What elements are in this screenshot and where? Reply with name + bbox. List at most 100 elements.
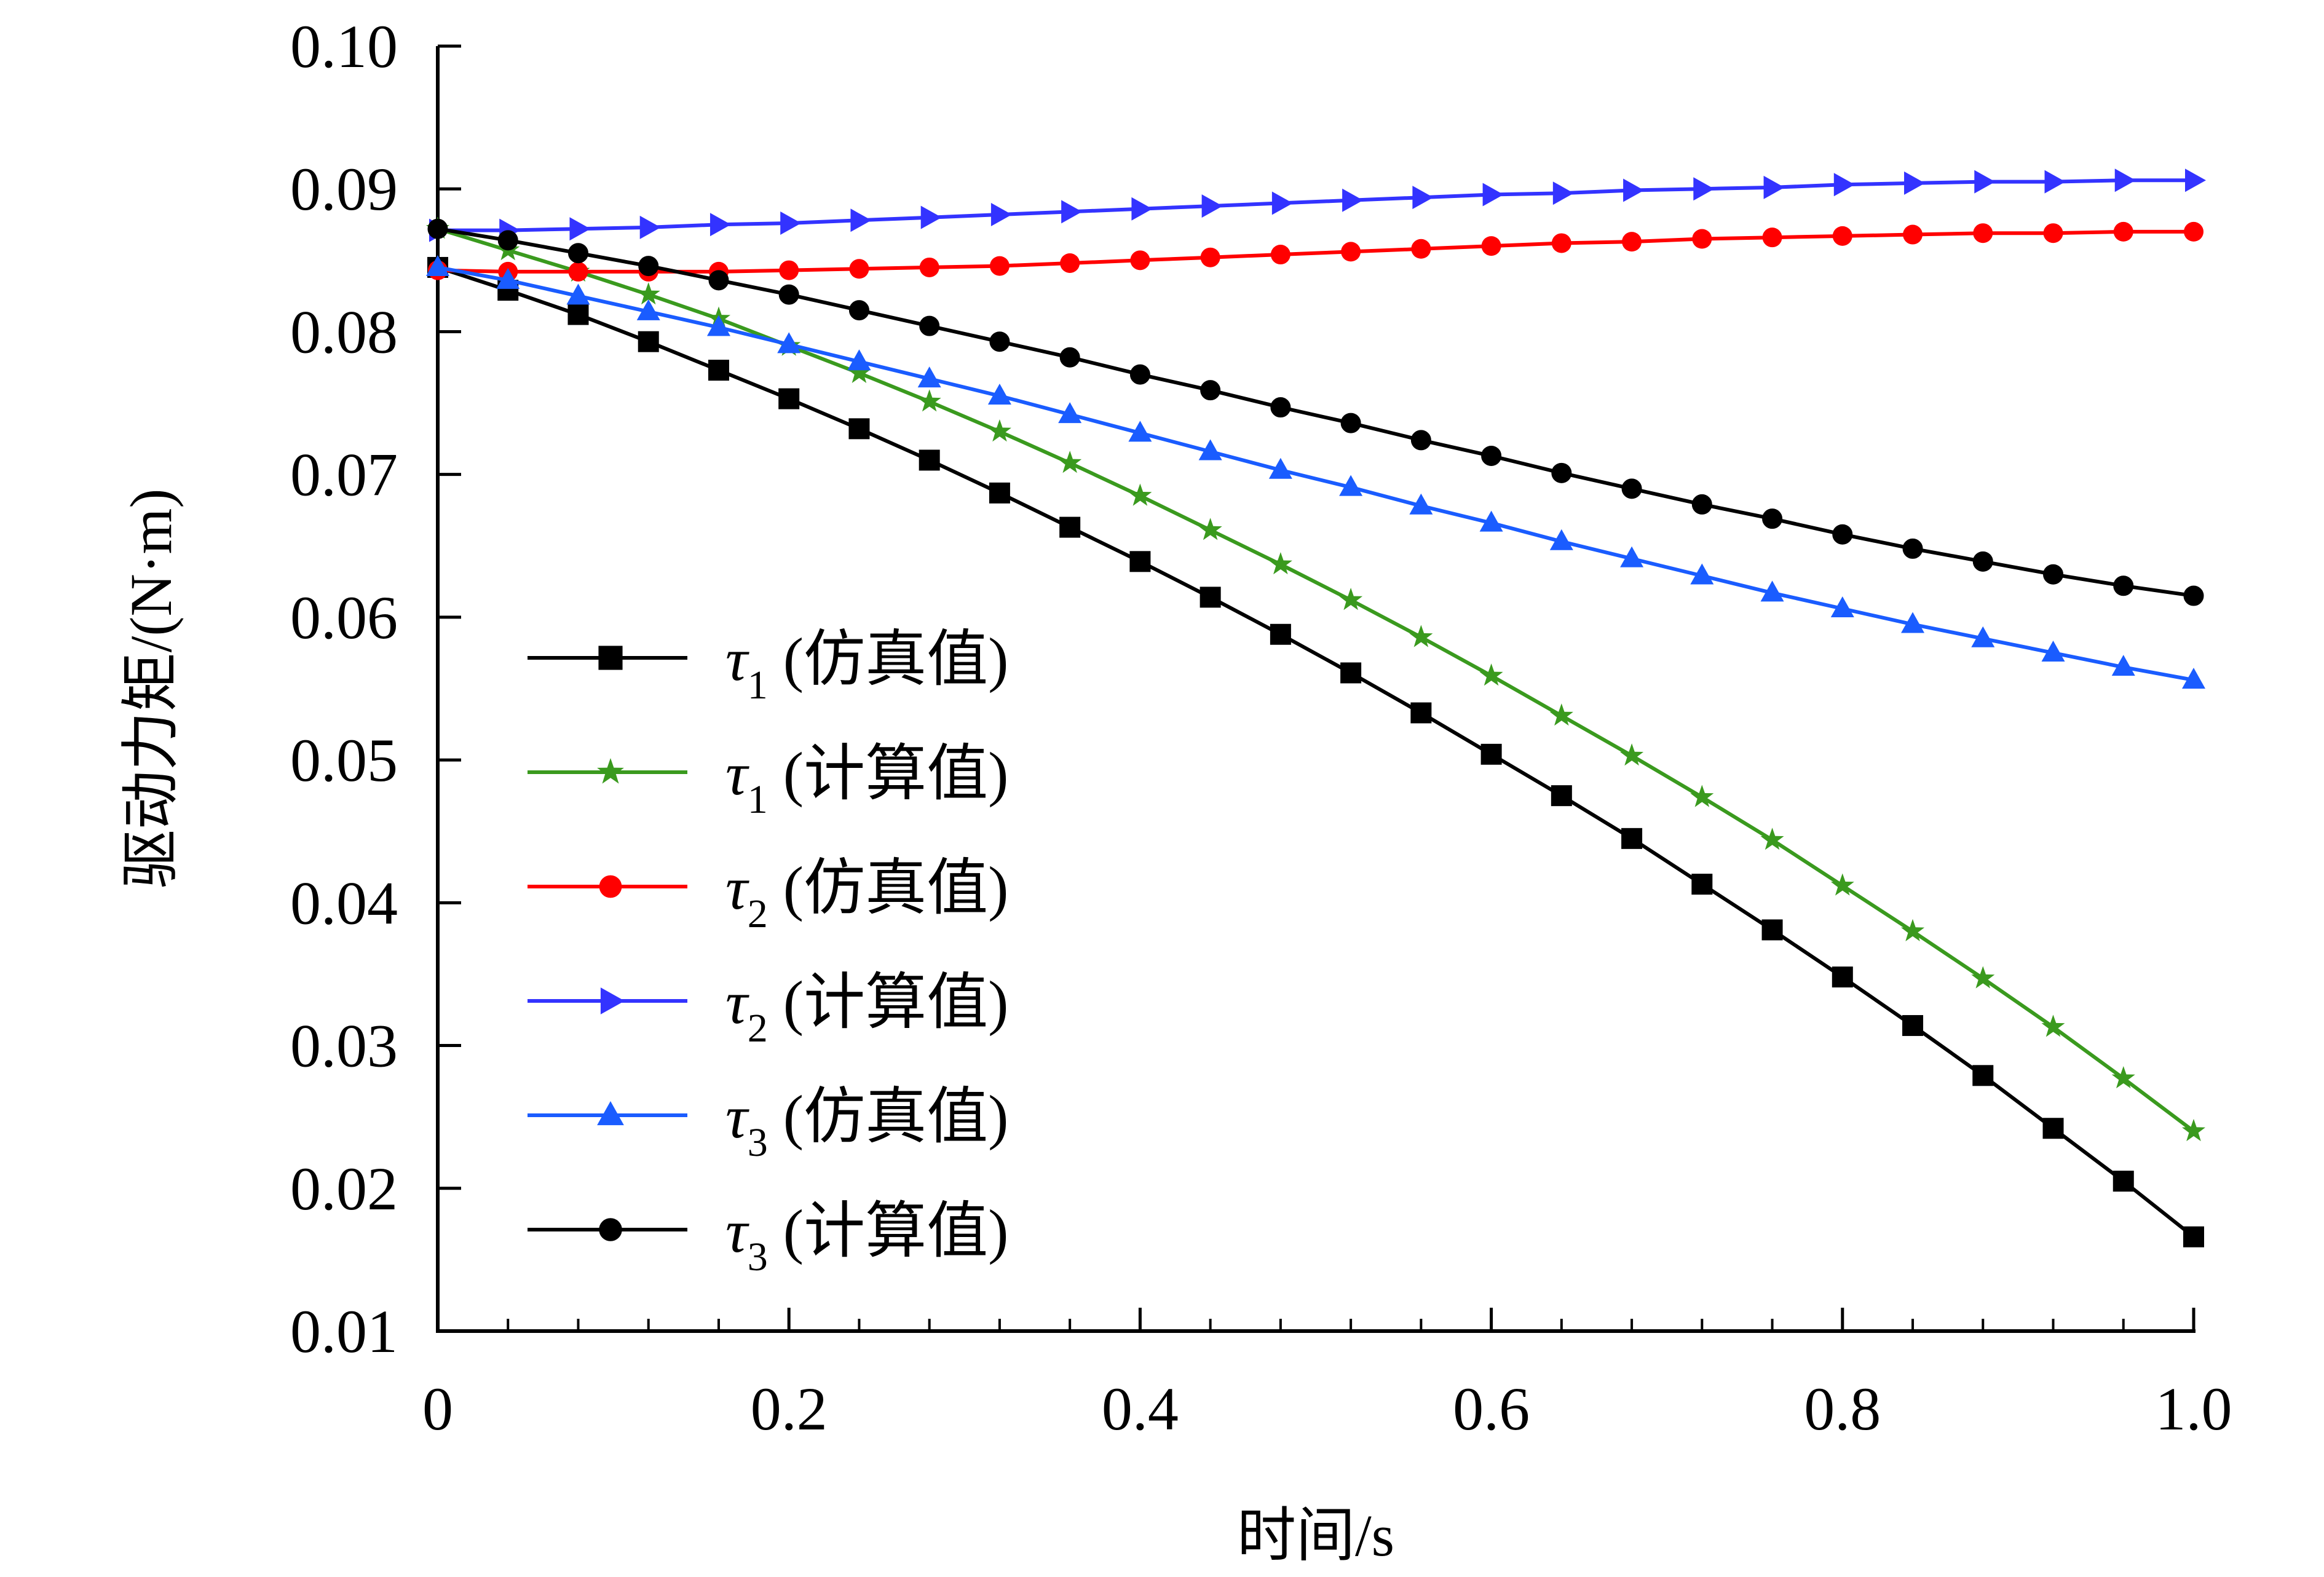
data-point-triangle bbox=[780, 211, 802, 235]
y-tick-label: 0.05 bbox=[290, 726, 398, 794]
data-point-triangle bbox=[987, 383, 1011, 405]
data-point-circle bbox=[1129, 364, 1150, 385]
y-tick-label: 0.03 bbox=[290, 1012, 398, 1080]
data-point-circle bbox=[779, 260, 799, 280]
data-point-circle bbox=[1691, 494, 1712, 515]
data-point-circle bbox=[2184, 221, 2203, 242]
legend-item: τ1 (仿真值) bbox=[528, 625, 1008, 708]
data-point-star bbox=[597, 758, 624, 784]
legend-label: τ3 (仿真值) bbox=[725, 1083, 1008, 1165]
data-point-star bbox=[636, 282, 660, 305]
data-point-square bbox=[2042, 1118, 2064, 1139]
data-point-star bbox=[1830, 873, 1854, 896]
data-point-triangle bbox=[706, 315, 730, 336]
data-point-triangle bbox=[1974, 170, 1996, 194]
data-point-circle bbox=[1060, 253, 1080, 273]
series-2 bbox=[426, 216, 2205, 1142]
legend-item: τ2 (计算值) bbox=[528, 968, 1008, 1051]
data-point-circle bbox=[599, 1218, 622, 1241]
data-point-star bbox=[1971, 966, 1995, 989]
data-point-star bbox=[1409, 625, 1433, 647]
legend-item: τ3 (仿真值) bbox=[528, 1083, 1008, 1165]
x-tick-label: 1.0 bbox=[2156, 1375, 2232, 1443]
y-tick-label: 0.01 bbox=[290, 1297, 398, 1366]
data-point-star bbox=[1128, 483, 1152, 506]
legend-label: τ2 (仿真值) bbox=[725, 854, 1008, 936]
data-point-triangle bbox=[920, 205, 942, 229]
data-point-triangle bbox=[2182, 668, 2205, 689]
data-point-square bbox=[2183, 1226, 2204, 1247]
data-point-triangle bbox=[1552, 181, 1574, 205]
series-4 bbox=[429, 168, 2206, 242]
data-point-triangle bbox=[1549, 529, 1573, 550]
data-point-triangle bbox=[2111, 655, 2135, 676]
data-point-square bbox=[778, 388, 800, 409]
x-tick-label: 0 bbox=[422, 1375, 453, 1443]
data-point-circle bbox=[919, 315, 940, 336]
data-point-square bbox=[1551, 785, 1572, 807]
data-point-star bbox=[2041, 1014, 2065, 1037]
data-point-circle bbox=[1692, 229, 1712, 249]
data-point-triangle bbox=[1901, 612, 1925, 633]
data-point-star bbox=[2182, 1118, 2205, 1142]
data-point-square bbox=[1129, 551, 1151, 572]
x-tick-label: 0.6 bbox=[1453, 1375, 1530, 1443]
data-point-triangle bbox=[2041, 640, 2065, 662]
data-point-triangle bbox=[496, 267, 520, 289]
y-tick-label: 0.09 bbox=[290, 155, 398, 223]
data-point-circle bbox=[638, 256, 659, 277]
data-point-circle bbox=[1200, 247, 1220, 267]
data-point-square bbox=[1340, 662, 1362, 684]
data-point-square bbox=[1621, 828, 1643, 849]
data-point-square bbox=[989, 482, 1010, 504]
data-point-triangle bbox=[1058, 402, 1082, 424]
data-point-star bbox=[847, 360, 871, 383]
data-point-triangle bbox=[1061, 200, 1083, 224]
data-point-square bbox=[1902, 1015, 1924, 1037]
data-point-triangle bbox=[597, 1101, 624, 1126]
y-tick-label: 0.08 bbox=[290, 298, 398, 366]
data-point-square bbox=[1270, 623, 1291, 645]
data-point-circle bbox=[1130, 250, 1150, 271]
data-point-triangle bbox=[709, 213, 731, 237]
y-tick-label: 0.04 bbox=[290, 869, 398, 937]
data-point-circle bbox=[1973, 223, 1993, 243]
data-point-star bbox=[2111, 1066, 2135, 1089]
data-point-triangle bbox=[1833, 173, 1855, 197]
data-point-circle bbox=[1341, 242, 1361, 262]
data-point-circle bbox=[1832, 524, 1853, 545]
data-point-circle bbox=[2043, 564, 2064, 585]
data-point-triangle bbox=[1342, 188, 1364, 212]
data-point-square bbox=[2113, 1171, 2134, 1192]
data-point-circle bbox=[497, 230, 518, 251]
series-line bbox=[437, 266, 2195, 1239]
data-point-square bbox=[1480, 743, 1502, 765]
data-point-circle bbox=[1762, 227, 1782, 248]
data-point-circle bbox=[1340, 413, 1361, 433]
data-point-square bbox=[1200, 587, 1221, 608]
legend-label: τ1 (仿真值) bbox=[725, 625, 1008, 708]
data-point-circle bbox=[2043, 223, 2063, 243]
data-point-triangle bbox=[426, 255, 449, 276]
data-point-triangle bbox=[1830, 596, 1854, 617]
data-point-triangle bbox=[1271, 191, 1293, 215]
data-point-square bbox=[1972, 1065, 1994, 1086]
y-tick-label: 0.06 bbox=[290, 583, 398, 652]
axes: 0.01 0.02 0.03 0.04 0.05 0.06 0.07 0.08 0.09 0.10… bbox=[290, 12, 2232, 1443]
data-point-circle bbox=[708, 270, 729, 291]
data-point-star bbox=[1620, 743, 1644, 766]
data-point-square bbox=[848, 418, 870, 440]
data-point-circle bbox=[848, 300, 869, 321]
data-point-triangle bbox=[2114, 168, 2136, 192]
data-point-circle bbox=[1902, 538, 1923, 559]
y-tick-label: 0.10 bbox=[290, 12, 398, 81]
data-point-circle bbox=[919, 257, 939, 277]
series-5 bbox=[426, 255, 2205, 689]
data-point-triangle bbox=[639, 215, 661, 239]
data-point-triangle bbox=[1620, 546, 1644, 567]
data-point-triangle bbox=[1760, 580, 1784, 602]
data-point-circle bbox=[1622, 232, 1642, 252]
series-line bbox=[437, 265, 2194, 682]
data-point-circle bbox=[568, 261, 588, 282]
data-point-triangle bbox=[1690, 563, 1714, 585]
